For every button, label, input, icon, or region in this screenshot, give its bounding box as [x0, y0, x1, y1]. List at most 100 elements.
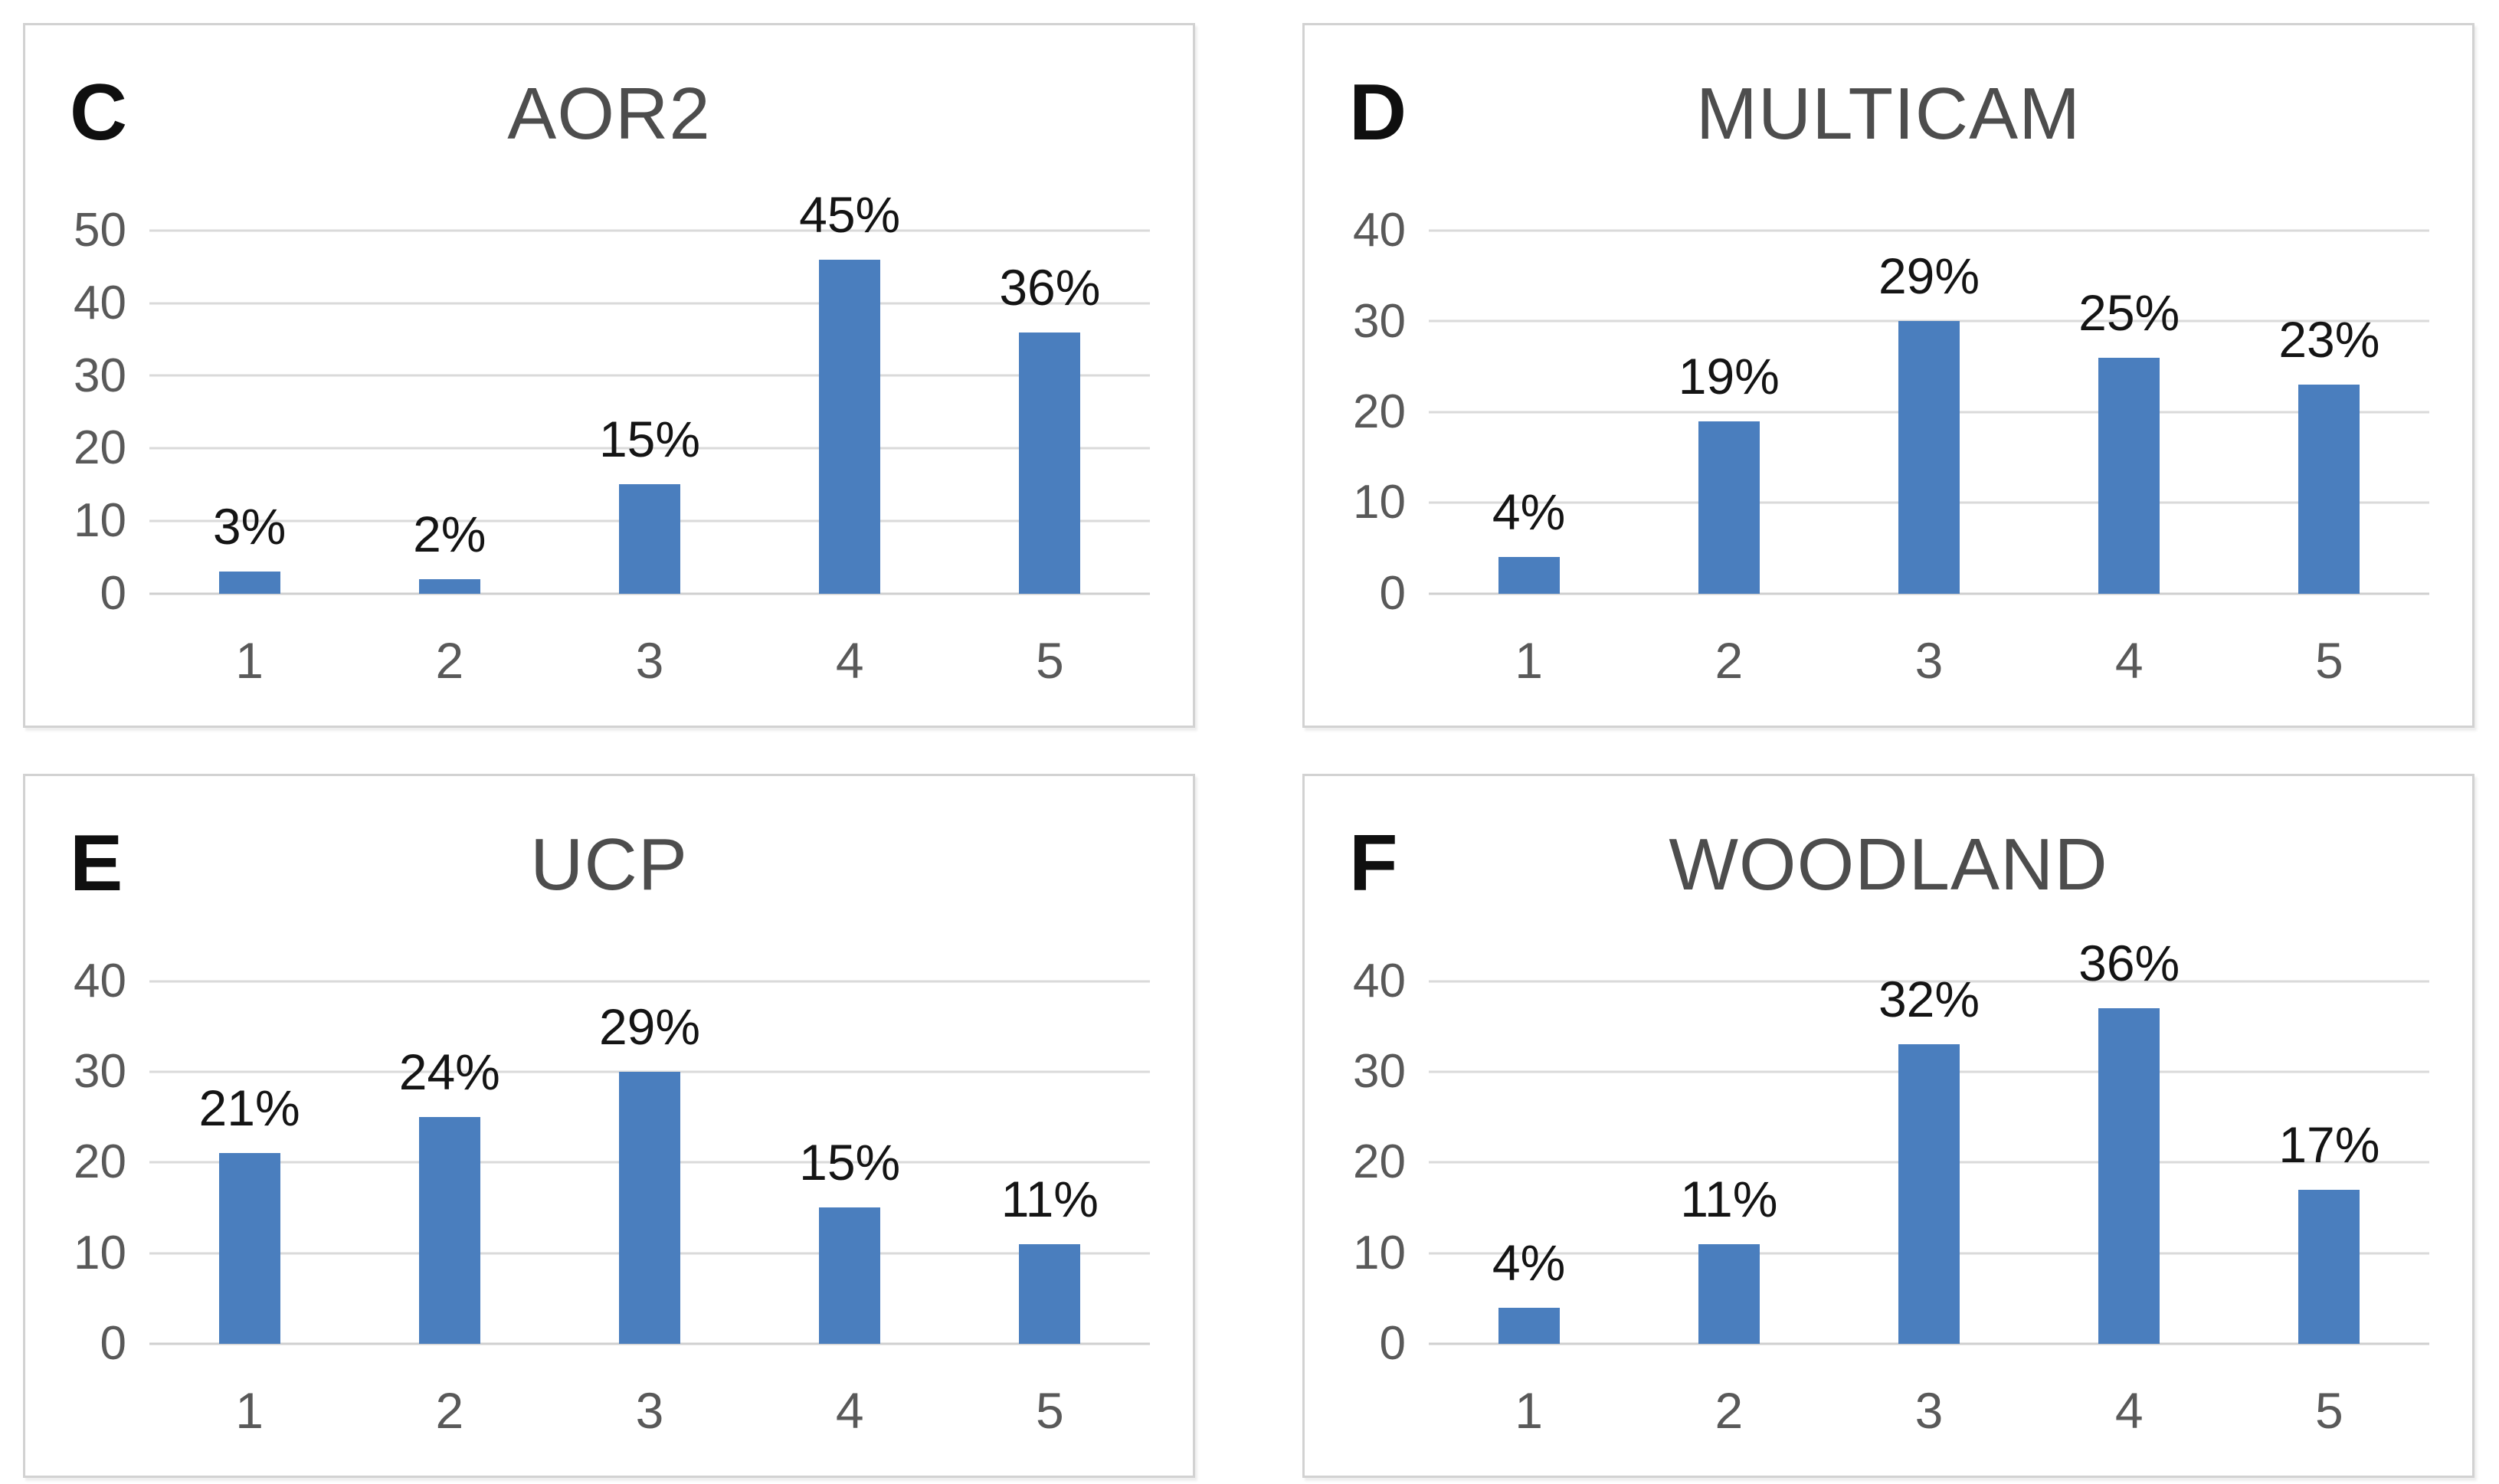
chart-panel-ucp: E UCP 0 10 20 30 40 21% 1 24% 2 29% 3 15% 4 11% 5 — [23, 773, 1195, 1478]
chart-panel-woodland: F WOODLAND 0 10 20 30 40 4% 1 11% 2 32% 3 36% 4 17% 5 — [1302, 773, 2474, 1478]
x-axis-tick-label: 3 — [1914, 1382, 1944, 1439]
bar-category-4 — [2098, 1008, 2160, 1344]
bar-value-label: 45% — [799, 185, 901, 243]
bar-value-label: 2% — [413, 505, 486, 562]
bar-value-label: 3% — [212, 498, 287, 555]
x-axis-tick-label: 4 — [2114, 631, 2144, 689]
y-axis-tick-label: 40 — [74, 276, 126, 329]
bar-category-1 — [1498, 557, 1560, 594]
x-axis-tick-label: 3 — [635, 1382, 664, 1439]
bar-category-2 — [418, 578, 480, 594]
gridline-y0 — [149, 592, 1150, 595]
bar-value-label: 17% — [2278, 1115, 2380, 1173]
gridline-y40 — [1429, 229, 2429, 232]
bar-value-label: 23% — [2278, 311, 2380, 369]
y-axis-tick-label: 20 — [74, 1135, 126, 1189]
x-axis-tick-label: 1 — [1515, 1382, 1543, 1439]
panel-letter-c: C — [70, 68, 128, 157]
chart-panel-aor2: C AOR2 0 10 20 30 40 50 3% 1 2% 2 15% 3 45% 4 36% 5 — [23, 23, 1195, 728]
y-axis-tick-label: 10 — [1353, 476, 1406, 529]
bar-value-label: 19% — [1678, 347, 1780, 405]
bar-category-5 — [2298, 385, 2360, 594]
x-axis-tick-label: 2 — [435, 1382, 464, 1439]
gridline-y40 — [1429, 980, 2429, 982]
x-axis-tick-label: 5 — [1036, 1382, 1064, 1439]
y-axis-tick-label: 0 — [1379, 566, 1406, 620]
y-axis-tick-label: 30 — [74, 1044, 126, 1098]
y-axis-tick-label: 10 — [1353, 1226, 1406, 1279]
gridline-y0 — [149, 1342, 1150, 1345]
y-axis-tick-label: 30 — [1353, 294, 1406, 348]
plot-area-multicam: 0 10 20 30 40 4% 1 19% 2 29% 3 25% 4 23% 5 — [1353, 207, 2429, 686]
bar-value-label: 15% — [799, 1134, 901, 1191]
charts-grid: C AOR2 0 10 20 30 40 50 3% 1 2% 2 15% 3 45% 4 36% 5 D M… — [23, 23, 2474, 1478]
x-axis-tick-label: 1 — [235, 1382, 264, 1439]
y-axis-tick-label: 30 — [74, 349, 126, 402]
x-axis-tick-label: 2 — [1715, 631, 1744, 689]
y-axis-tick-label: 0 — [100, 566, 126, 620]
gridline-y20 — [149, 447, 1150, 450]
bar-value-label: 21% — [198, 1079, 300, 1137]
y-axis-tick-label: 10 — [74, 1226, 126, 1279]
bar-value-label: 32% — [1878, 971, 1980, 1028]
bar-value-label: 4% — [1492, 1233, 1566, 1291]
x-axis-tick-label: 3 — [635, 631, 664, 689]
bar-category-2 — [1698, 1243, 1760, 1344]
bar-value-label: 4% — [1492, 483, 1566, 541]
bar-category-1 — [218, 572, 280, 594]
y-axis-tick-label: 10 — [74, 493, 126, 547]
y-axis-tick-label: 20 — [1353, 1135, 1406, 1189]
plot-area-ucp: 0 10 20 30 40 21% 1 24% 2 29% 3 15% 4 11% 5 — [74, 957, 1150, 1436]
y-axis-tick-label: 20 — [74, 421, 126, 475]
y-axis-tick-label: 50 — [74, 204, 126, 257]
bar-category-5 — [2298, 1189, 2360, 1344]
chart-title-aor2: AOR2 — [507, 73, 711, 155]
bar-category-3 — [1898, 321, 1960, 594]
bar-category-4 — [819, 259, 881, 594]
panel-letter-e: E — [70, 818, 123, 908]
chart-title-multicam: MULTICAM — [1695, 73, 2081, 155]
gridline-y50 — [149, 229, 1150, 232]
chart-panel-multicam: D MULTICAM 0 10 20 30 40 4% 1 19% 2 29% 3 25% 4 23% 5 — [1302, 23, 2474, 728]
x-axis-tick-label: 2 — [435, 631, 464, 689]
x-axis-tick-label: 5 — [1036, 631, 1064, 689]
y-axis-tick-label: 20 — [1353, 385, 1406, 438]
x-axis-tick-label: 4 — [835, 1382, 864, 1439]
y-axis-tick-label: 0 — [100, 1317, 126, 1371]
bar-value-label: 36% — [999, 258, 1101, 316]
bar-category-5 — [1019, 1243, 1081, 1344]
bar-value-label: 15% — [598, 411, 701, 468]
bar-category-5 — [1019, 332, 1081, 594]
bar-category-3 — [619, 484, 680, 594]
x-axis-tick-label: 1 — [235, 631, 264, 689]
bar-value-label: 36% — [2078, 935, 2180, 992]
y-axis-tick-label: 0 — [1379, 1317, 1406, 1371]
bar-value-label: 11% — [1680, 1170, 1778, 1227]
plot-area-aor2: 0 10 20 30 40 50 3% 1 2% 2 15% 3 45% 4 36% 5 — [74, 189, 1150, 686]
x-axis-tick-label: 4 — [2114, 1382, 2144, 1439]
gridline-y0 — [1429, 592, 2429, 595]
gridline-y30 — [149, 374, 1150, 377]
bar-value-label: 25% — [2078, 283, 2180, 341]
bar-category-1 — [1498, 1307, 1560, 1344]
y-axis-tick-label: 30 — [1353, 1044, 1406, 1098]
bar-category-1 — [218, 1153, 280, 1344]
y-axis-tick-label: 40 — [1353, 954, 1406, 1007]
bar-category-4 — [819, 1207, 881, 1344]
bar-category-2 — [1698, 421, 1760, 594]
gridline-y40 — [149, 980, 1150, 982]
bar-category-2 — [418, 1117, 480, 1344]
bar-value-label: 29% — [1878, 247, 1980, 305]
x-axis-tick-label: 1 — [1515, 631, 1543, 689]
panel-letter-f: F — [1349, 818, 1398, 908]
bar-value-label: 11% — [1001, 1170, 1099, 1227]
bar-category-3 — [1898, 1044, 1960, 1344]
bar-value-label: 29% — [598, 998, 701, 1055]
gridline-y0 — [1429, 1342, 2429, 1345]
chart-title-ucp: UCP — [530, 823, 688, 906]
x-axis-tick-label: 5 — [2315, 1382, 2343, 1439]
y-axis-tick-label: 40 — [1353, 204, 1406, 257]
y-axis-tick-label: 40 — [74, 954, 126, 1007]
gridline-y40 — [149, 302, 1150, 305]
